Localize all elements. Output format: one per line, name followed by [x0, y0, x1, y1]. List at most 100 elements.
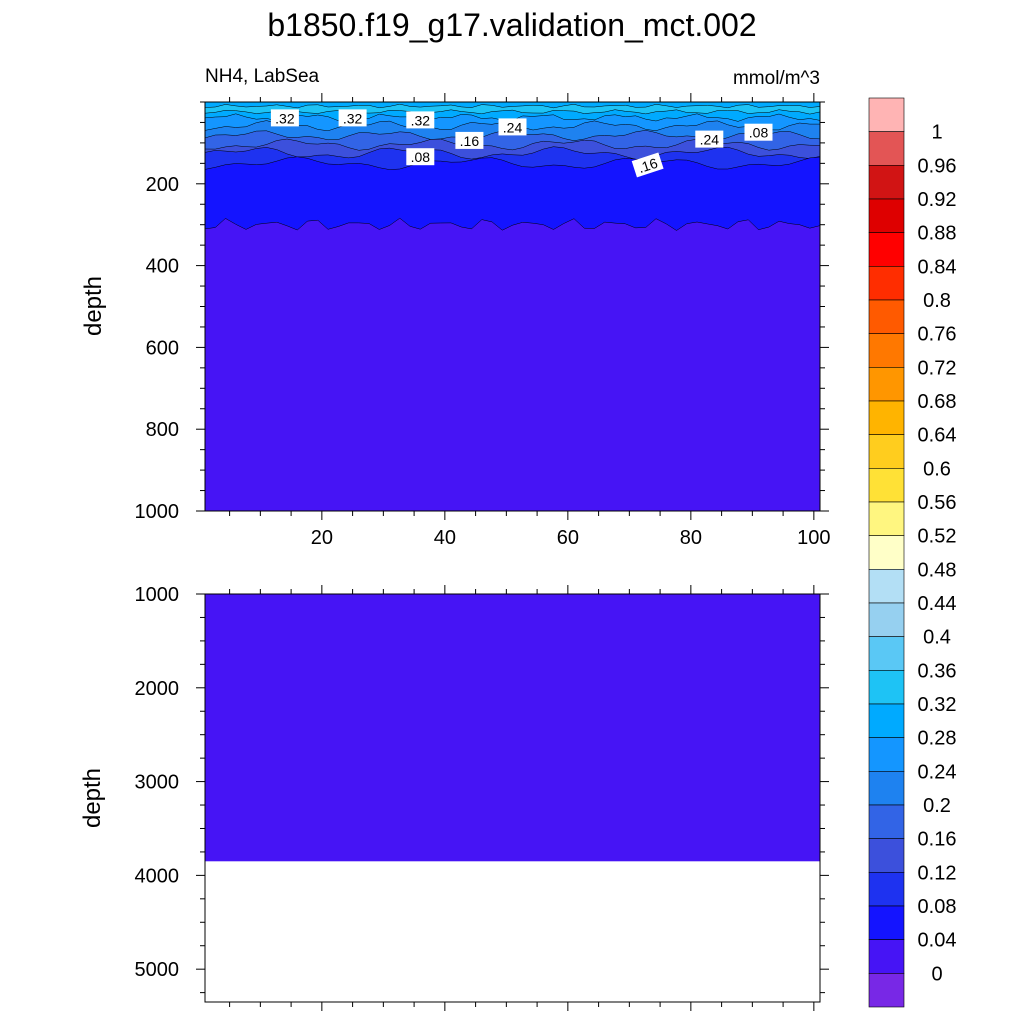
colorbar-box: [868, 636, 905, 671]
colorbar-label: 0.48: [918, 559, 957, 581]
colorbar-label: 0: [931, 963, 942, 985]
colorbar-box: [868, 535, 905, 570]
colorbar-label: 0.6: [923, 458, 951, 480]
colorbar-box: [868, 367, 905, 402]
y-tick-label: 400: [146, 256, 179, 278]
upper-contour-band: [204, 217, 821, 512]
contour-label: .08: [744, 123, 773, 141]
colorbar-box: [868, 737, 905, 772]
colorbar-label: 0.36: [918, 660, 957, 682]
contour-label-text: .32: [275, 110, 295, 126]
contour-label-text: .32: [343, 110, 363, 126]
contour-label: .08: [406, 148, 435, 166]
colorbar-label: 0.68: [918, 391, 957, 413]
colorbar-box: [868, 838, 905, 873]
contour-label: .24: [498, 118, 527, 136]
contour-label-text: .32: [411, 112, 431, 128]
colorbar-label: 0.32: [918, 694, 957, 716]
colorbar-label: 0.16: [918, 829, 957, 851]
colorbar-box: [868, 670, 905, 705]
y-tick-label: 5000: [135, 959, 180, 981]
colorbar-label: 0.4: [923, 627, 951, 649]
lower-contour-band: [205, 594, 820, 862]
contour-label-text: .08: [749, 125, 769, 141]
colorbar-box: [868, 468, 905, 503]
x-tick-label: 20: [311, 527, 333, 549]
colorbar-label: 0.88: [918, 223, 957, 245]
contour-label: .32: [270, 109, 299, 127]
upper-contour-labels: .32 .32 .32 .16 .24 .08 .16 .24 .08: [270, 109, 773, 178]
colorbar-label: 0.84: [918, 256, 957, 278]
colorbar-box: [868, 333, 905, 368]
lower-contour-fill: [205, 594, 820, 862]
y-tick-label: 800: [146, 419, 179, 441]
colorbar-label: 0.96: [918, 155, 957, 177]
colorbar-box: [868, 165, 905, 200]
colorbar-box: [868, 131, 905, 166]
colorbar-box: [868, 569, 905, 604]
colorbar-label: 0.2: [923, 795, 951, 817]
colorbar: 1 0.96 0.92 0.88 0.84 0.8 0.76 0.72 0.68 0.64 0.6 0…: [868, 97, 957, 1008]
colorbar-label: 1: [931, 122, 942, 144]
colorbar-label: 0.8: [923, 290, 951, 312]
y-tick-label: 1000: [135, 584, 180, 606]
colorbar-box: [868, 905, 905, 940]
colorbar-box: [868, 266, 905, 301]
lower-axes: 1000 2000 3000 4000 5000: [135, 584, 829, 1011]
y-tick-label: 3000: [135, 772, 180, 794]
colorbar-box: [868, 703, 905, 738]
contour-label-text: .16: [636, 155, 660, 176]
colorbar-label: 0.24: [918, 761, 957, 783]
colorbar-box: [868, 501, 905, 536]
x-tick-label: 60: [557, 527, 579, 549]
colorbar-label: 0.04: [918, 930, 957, 952]
y-tick-label: 2000: [135, 678, 180, 700]
colorbar-box: [868, 872, 905, 907]
colorbar-label: 0.64: [918, 425, 957, 447]
lower-panel: 1000 2000 3000 4000 5000 depth: [79, 584, 829, 1011]
colorbar-label: 0.72: [918, 357, 957, 379]
y-tick-label: 200: [146, 174, 179, 196]
upper-axes: 20 40 60 80 100 200 400 600 800 1000: [135, 93, 831, 549]
contour-label: .16: [631, 152, 664, 178]
colorbar-box: [868, 400, 905, 435]
colorbar-box: [868, 804, 905, 839]
upper-y-axis-label: depth: [80, 276, 107, 336]
contour-label-text: .24: [503, 119, 523, 135]
colorbar-label: 0.52: [918, 526, 957, 548]
contour-label: .32: [406, 111, 435, 129]
upper-panel-units-label: mmol/m^3: [733, 68, 820, 89]
colorbar-box: [868, 771, 905, 806]
colorbar-label: 0.12: [918, 862, 957, 884]
colorbar-box: [868, 434, 905, 469]
upper-panel: NH4, LabSea mmol/m^3 .32 .32 .32 .16 .24 .08.…: [80, 66, 831, 549]
colorbar-box: [868, 232, 905, 267]
colorbar-label: 0.08: [918, 896, 957, 918]
colorbar-label: 0.92: [918, 189, 957, 211]
x-tick-label: 100: [797, 527, 830, 549]
contour-label: .24: [695, 130, 724, 148]
contour-label-text: .16: [460, 133, 480, 149]
y-tick-label: 4000: [135, 865, 180, 887]
y-tick-label: 1000: [135, 501, 180, 523]
x-tick-label: 80: [680, 527, 702, 549]
contour-label: .32: [338, 109, 367, 127]
colorbar-label: 0.28: [918, 728, 957, 750]
colorbar-box: [868, 97, 905, 132]
upper-panel-left-label: NH4, LabSea: [205, 66, 320, 87]
chart-title: b1850.f19_g17.validation_mct.002: [267, 7, 756, 43]
colorbar-box: [868, 973, 905, 1008]
contour-label-text: .24: [700, 132, 720, 148]
colorbar-label: 0.44: [918, 593, 957, 615]
upper-contour-fill: [204, 102, 821, 512]
colorbar-box: [868, 198, 905, 233]
contour-label: .16: [455, 131, 484, 149]
x-tick-label: 40: [434, 527, 456, 549]
lower-y-axis-label: depth: [79, 768, 106, 828]
colorbar-box: [868, 299, 905, 334]
colorbar-box: [868, 939, 905, 974]
lower-plot-frame: [204, 593, 821, 1003]
colorbar-box: [868, 602, 905, 637]
colorbar-label: 0.76: [918, 324, 957, 346]
